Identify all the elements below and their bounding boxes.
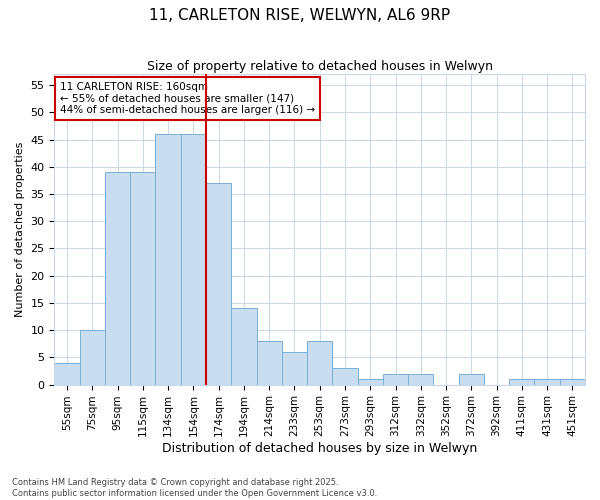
- Bar: [257, 341, 282, 384]
- Title: Size of property relative to detached houses in Welwyn: Size of property relative to detached ho…: [147, 60, 493, 73]
- Bar: [105, 172, 130, 384]
- Bar: [307, 341, 332, 384]
- Bar: [509, 379, 535, 384]
- Bar: [181, 134, 206, 384]
- X-axis label: Distribution of detached houses by size in Welwyn: Distribution of detached houses by size …: [162, 442, 478, 455]
- Bar: [408, 374, 433, 384]
- Bar: [130, 172, 155, 384]
- Bar: [231, 308, 257, 384]
- Bar: [155, 134, 181, 384]
- Bar: [80, 330, 105, 384]
- Bar: [55, 363, 80, 384]
- Bar: [383, 374, 408, 384]
- Text: 11 CARLETON RISE: 160sqm
← 55% of detached houses are smaller (147)
44% of semi-: 11 CARLETON RISE: 160sqm ← 55% of detach…: [60, 82, 315, 115]
- Y-axis label: Number of detached properties: Number of detached properties: [15, 142, 25, 317]
- Bar: [560, 379, 585, 384]
- Text: 11, CARLETON RISE, WELWYN, AL6 9RP: 11, CARLETON RISE, WELWYN, AL6 9RP: [149, 8, 451, 22]
- Bar: [458, 374, 484, 384]
- Bar: [358, 379, 383, 384]
- Text: Contains HM Land Registry data © Crown copyright and database right 2025.
Contai: Contains HM Land Registry data © Crown c…: [12, 478, 377, 498]
- Bar: [206, 183, 231, 384]
- Bar: [332, 368, 358, 384]
- Bar: [535, 379, 560, 384]
- Bar: [282, 352, 307, 384]
